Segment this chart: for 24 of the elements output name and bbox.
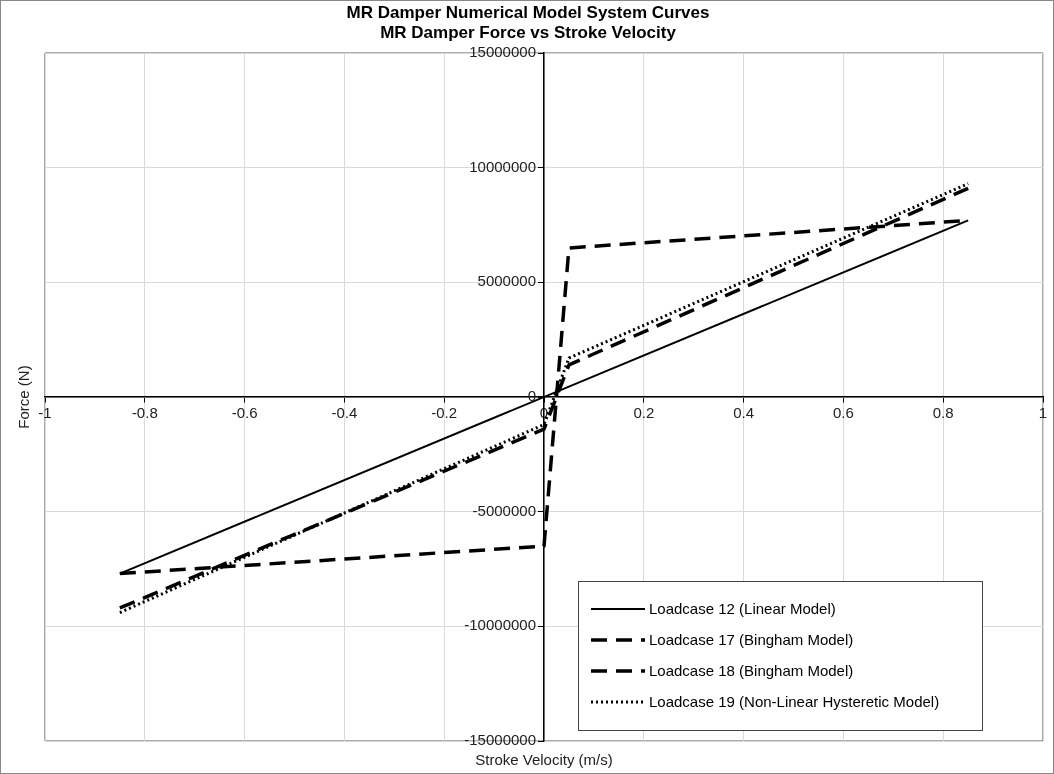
x-axis-title: Stroke Velocity (m/s) xyxy=(475,751,613,768)
y-tick-label: -15000000 xyxy=(464,731,536,749)
x-tick-label: -1 xyxy=(38,404,52,422)
y-tick-label: 15000000 xyxy=(469,43,536,61)
legend-label: Loadcase 17 (Bingham Model) xyxy=(649,631,854,648)
y-tick-label: 10000000 xyxy=(469,157,536,175)
y-axis-title: Force (N) xyxy=(15,365,32,429)
y-tick-label: 5000000 xyxy=(477,272,536,290)
legend-label: Loadcase 18 (Bingham Model) xyxy=(649,662,854,679)
chart-title: MR Damper Numerical Model System Curves xyxy=(345,3,711,23)
x-tick-label: 1 xyxy=(1038,404,1048,422)
chart-subtitle: MR Damper Force vs Stroke Velocity xyxy=(379,23,677,43)
x-tick-label: -0.8 xyxy=(131,404,158,422)
x-tick-label: 0.6 xyxy=(832,404,854,422)
x-tick-label: 0.2 xyxy=(633,404,655,422)
x-tick-label: 0.8 xyxy=(932,404,954,422)
x-tick-label: -0.4 xyxy=(331,404,358,422)
x-tick-label: 0.4 xyxy=(733,404,755,422)
legend-label: Loadcase 12 (Linear Model) xyxy=(649,600,836,617)
y-tick-label: -10000000 xyxy=(464,616,536,634)
y-tick-label: -5000000 xyxy=(472,501,536,519)
x-tick-label: -0.2 xyxy=(431,404,458,422)
legend-label: Loadcase 19 (Non-Linear Hysteretic Model) xyxy=(649,693,940,710)
x-tick-label: -0.6 xyxy=(231,404,258,422)
